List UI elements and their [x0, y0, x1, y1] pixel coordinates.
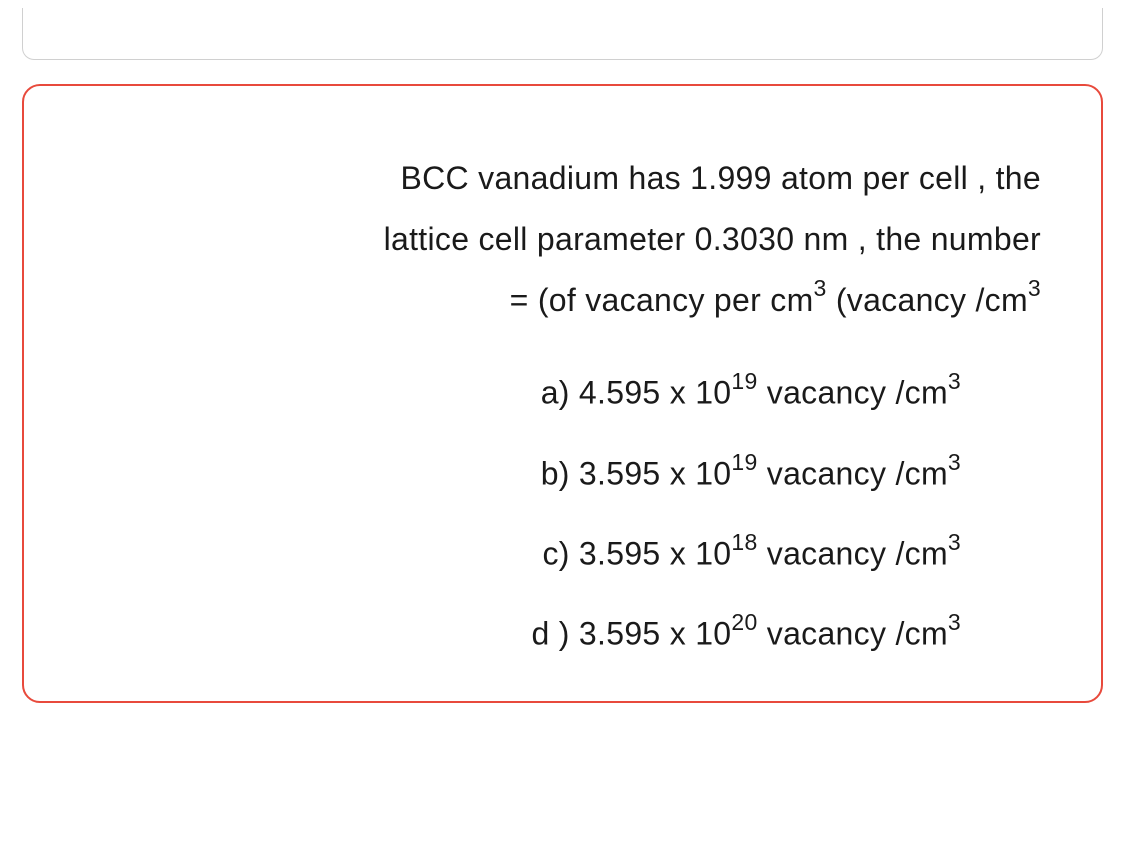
question-line-3: = (of vacancy per cm3 (vacancy /cm3 — [84, 270, 1041, 331]
question-container: BCC vanadium has 1.999 atom per cell , t… — [22, 84, 1103, 703]
option-b-exp: 19 — [731, 449, 757, 475]
question-line-3-prefix: = (of vacancy per cm — [510, 282, 814, 318]
option-c[interactable]: c) 3.595 x 1018 vacancy /cm3 — [84, 533, 1041, 571]
option-d-exp: 20 — [731, 609, 757, 635]
question-line-1: BCC vanadium has 1.999 atom per cell , t… — [84, 148, 1041, 209]
question-line-2: lattice cell parameter 0.3030 nm , the n… — [84, 209, 1041, 270]
superscript-3: 3 — [1028, 275, 1041, 301]
option-d-text: d ) 3.595 x 10 — [532, 616, 732, 652]
option-c-text: c) 3.595 x 10 — [542, 536, 731, 572]
option-d[interactable]: d ) 3.595 x 1020 vacancy /cm3 — [84, 613, 1041, 651]
top-border-frame — [22, 8, 1103, 60]
option-b-unit-exp: 3 — [948, 449, 961, 475]
option-c-unit-exp: 3 — [948, 529, 961, 555]
option-a-exp: 19 — [731, 368, 757, 394]
option-b[interactable]: b) 3.595 x 1019 vacancy /cm3 — [84, 453, 1041, 491]
option-b-text: b) 3.595 x 10 — [541, 455, 732, 491]
option-d-unit-exp: 3 — [948, 609, 961, 635]
option-b-unit: vacancy /cm — [758, 455, 948, 491]
option-a[interactable]: a) 4.595 x 1019 vacancy /cm3 — [84, 372, 1041, 410]
option-a-text: a) 4.595 x 10 — [541, 375, 732, 411]
option-d-unit: vacancy /cm — [758, 616, 948, 652]
superscript-3: 3 — [814, 275, 827, 301]
option-a-unit-exp: 3 — [948, 368, 961, 394]
option-a-unit: vacancy /cm — [758, 375, 948, 411]
option-c-unit: vacancy /cm — [758, 536, 948, 572]
option-c-exp: 18 — [731, 529, 757, 555]
question-line-3-mid: (vacancy /cm — [827, 282, 1028, 318]
